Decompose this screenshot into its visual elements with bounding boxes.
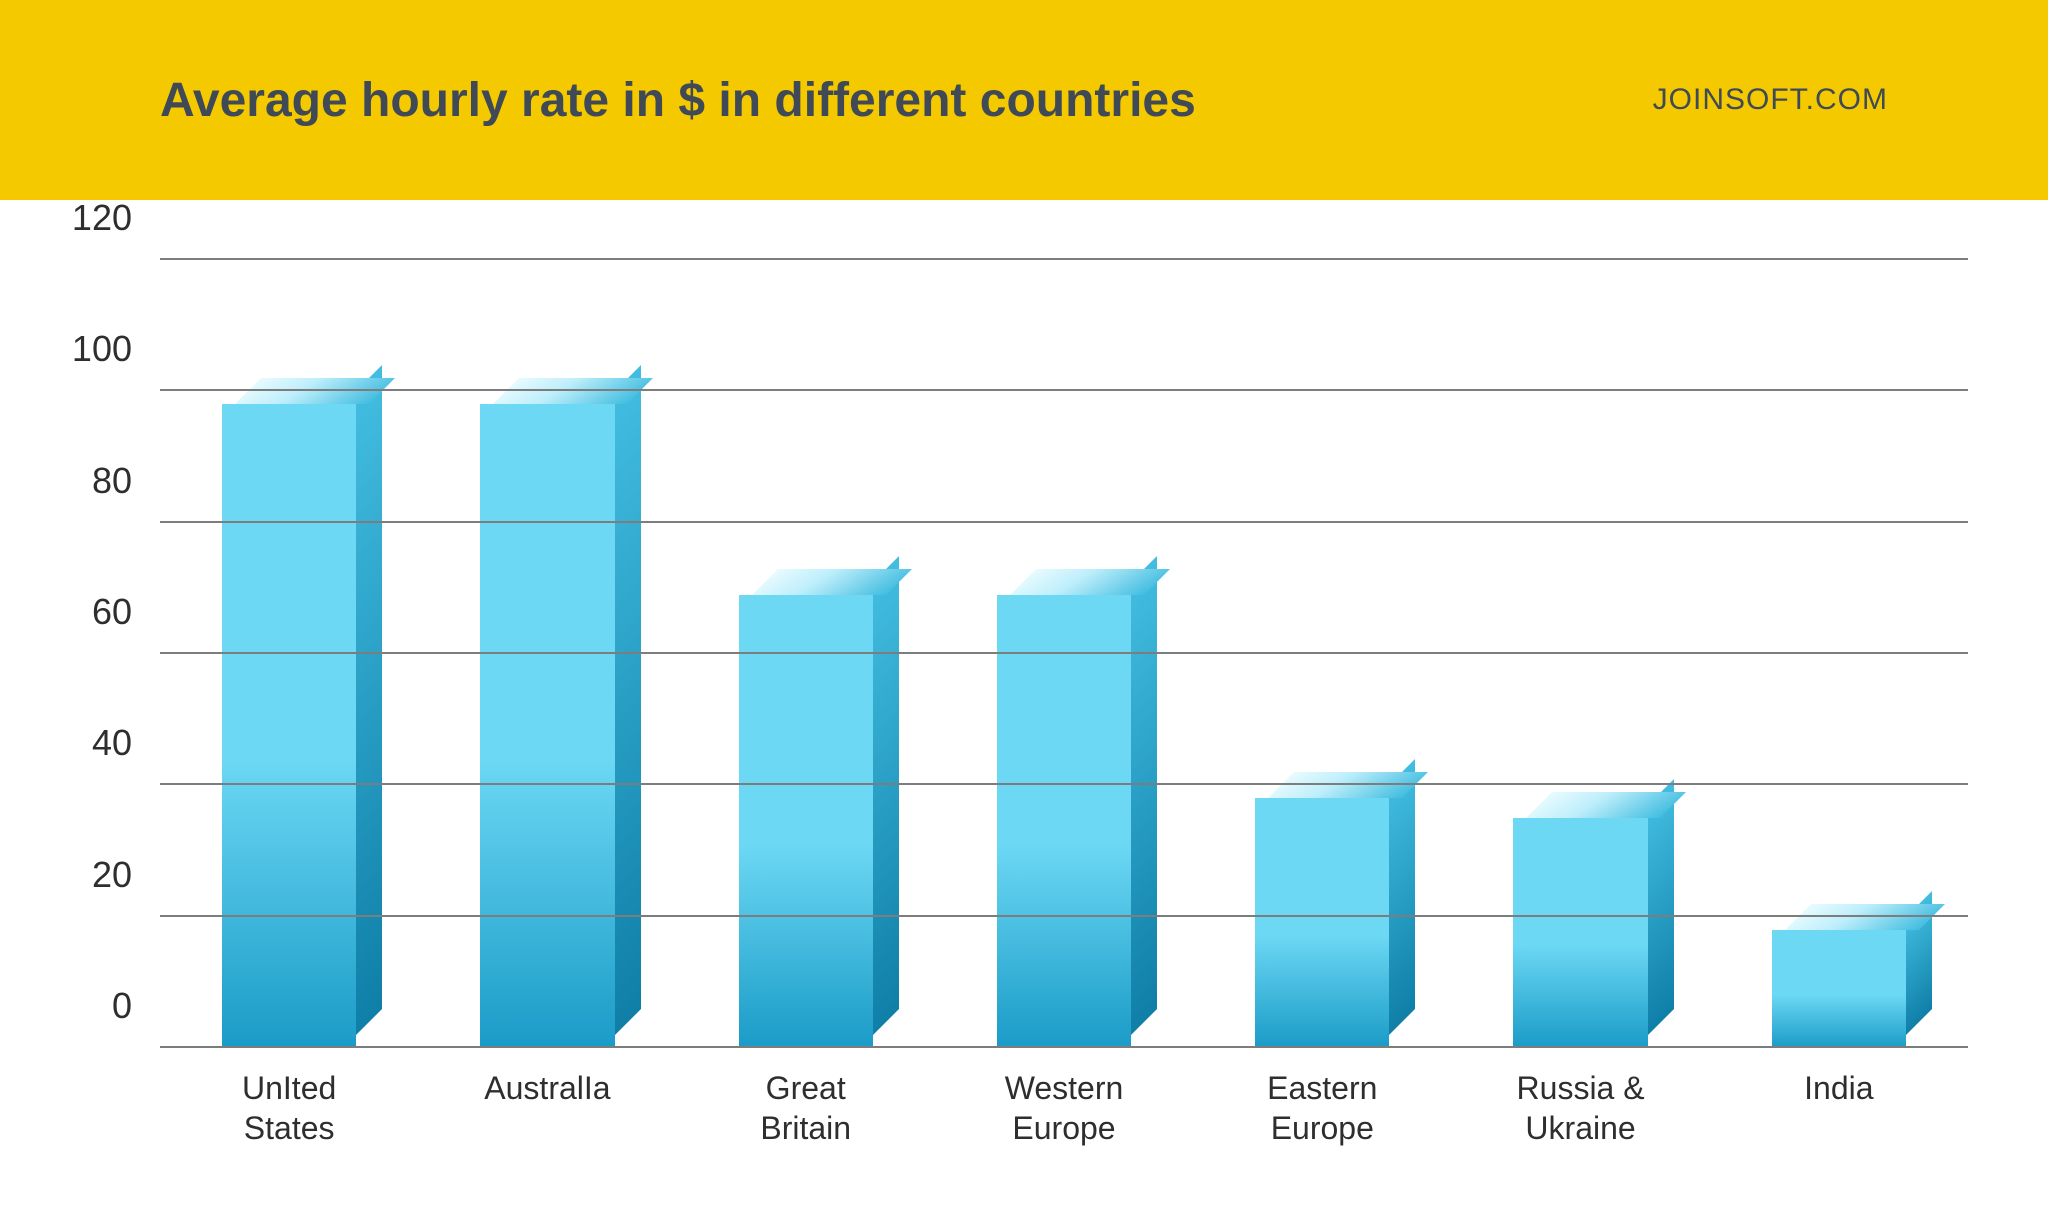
bar-side [873,556,899,1035]
bar [1772,930,1906,1048]
bar [997,595,1131,1048]
chart-area: 020406080100120 UnIted StatesAustralIaGr… [0,200,2048,1228]
bar-side [1131,556,1157,1035]
bar-side [356,365,382,1035]
gridline [160,783,1968,785]
bar-front [739,595,873,1048]
bar-top [1010,569,1170,595]
bar [222,404,356,1048]
bar [1513,818,1647,1048]
bar-front [1255,798,1389,1048]
x-tick-label: Eastern Europe [1267,1068,1377,1148]
bar-top [1268,772,1428,798]
bar-front [222,404,356,1048]
x-tick-label: India [1804,1068,1873,1108]
bar [480,404,614,1048]
y-tick-label: 40 [92,722,160,764]
bar-top [1526,792,1686,818]
x-axis-labels: UnIted States AustralIa Great Britain Weste… [160,1068,1968,1188]
y-tick-label: 120 [72,197,160,239]
bar [1255,798,1389,1048]
y-tick-label: 100 [72,328,160,370]
y-tick-label: 20 [92,854,160,896]
chart-header: Average hourly rate in $ in different co… [0,0,2048,200]
gridline [160,1046,1968,1048]
y-tick-label: 0 [112,985,160,1027]
gridline [160,389,1968,391]
bar-top [493,378,653,404]
bar-front [997,595,1131,1048]
bar-front [1513,818,1647,1048]
bar-front [1772,930,1906,1048]
bar-top [1785,904,1945,930]
x-tick-label: Great Britain [760,1068,851,1148]
bar-top [235,378,395,404]
bar-top [752,569,912,595]
gridline [160,652,1968,654]
bars-container [160,260,1968,1048]
plot-area: 020406080100120 [160,260,1968,1048]
y-tick-label: 80 [92,460,160,502]
bar-side [615,365,641,1035]
source-label: JOINSOFT.COM [1653,83,1888,117]
x-tick-label: Western Europe [1005,1068,1124,1148]
gridline [160,915,1968,917]
x-tick-label: AustralIa [484,1068,610,1108]
bar-side [1389,759,1415,1035]
gridline [160,521,1968,523]
y-tick-label: 60 [92,591,160,633]
x-tick-label: Russia & Ukraine [1517,1068,1645,1148]
x-tick-label: UnIted States [242,1068,336,1148]
bar-front [480,404,614,1048]
bar [739,595,873,1048]
gridline [160,258,1968,260]
chart-title: Average hourly rate in $ in different co… [160,73,1196,128]
